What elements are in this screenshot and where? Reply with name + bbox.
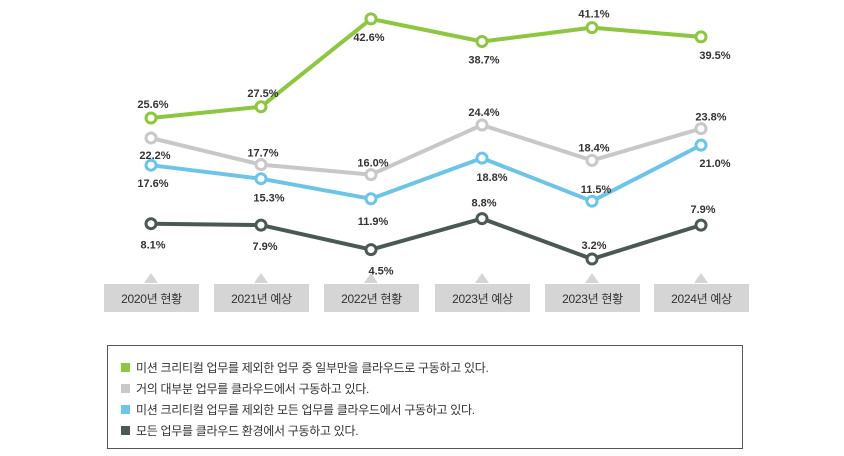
data-point xyxy=(585,21,599,35)
data-point xyxy=(254,158,268,172)
data-label: 15.3% xyxy=(253,193,284,205)
series-group: 25.6% 27.5% 42.6% 38.7% 41.1% 39.5% xyxy=(137,9,731,125)
x-tick-label: 2023년 예상 xyxy=(435,284,530,312)
category-pointer xyxy=(364,273,378,283)
data-label: 8.1% xyxy=(140,240,165,252)
data-point xyxy=(364,12,378,26)
legend-item: 모든 업무를 클라우드 환경에서 구동하고 있다. xyxy=(121,420,742,441)
series-line xyxy=(150,123,702,177)
series-group: 17.6% 15.3% 11.9% 18.8% 11.5% 21.0% xyxy=(137,138,731,228)
data-point xyxy=(254,172,268,186)
data-label: 41.1% xyxy=(578,9,609,21)
data-label: 18.8% xyxy=(476,172,507,184)
legend-label: 거의 대부분 업무를 클라우드에서 구동하고 있다. xyxy=(136,382,370,396)
data-label: 17.7% xyxy=(247,148,278,160)
category-pointer xyxy=(254,273,268,283)
data-label: 17.6% xyxy=(137,178,168,190)
data-point xyxy=(475,118,489,132)
x-tick-label: 2022년 현황 xyxy=(324,284,419,312)
category-pointer xyxy=(694,273,708,283)
x-tick-label: 2021년 예상 xyxy=(214,284,309,312)
legend-item: 미션 크리티컬 업무를 제외한 업무 중 일부만을 클라우드로 구동하고 있다. xyxy=(121,357,742,378)
data-point xyxy=(364,243,378,257)
data-label: 21.0% xyxy=(699,158,730,170)
data-point xyxy=(694,122,708,136)
legend-item: 거의 대부분 업무를 클라우드에서 구동하고 있다. xyxy=(121,378,742,399)
data-point xyxy=(585,252,599,266)
x-tick-label: 2023년 현황 xyxy=(545,284,640,312)
legend-swatch xyxy=(121,384,130,393)
series-group: 8.1% 7.9%4.5%8.8%3.2%7.9% xyxy=(140,198,715,278)
data-label: 42.6% xyxy=(353,32,384,44)
legend-item: 미션 크리티컬 업무를 제외한 모든 업무를 클라우드에서 구동하고 있다. xyxy=(121,399,742,420)
data-point xyxy=(694,30,708,44)
data-label: 7.9% xyxy=(690,204,715,216)
data-label: 7.9% xyxy=(252,241,277,253)
legend-label: 미션 크리티컬 업무를 제외한 모든 업무를 클라우드에서 구동하고 있다. xyxy=(136,403,475,417)
series-line xyxy=(150,16,702,120)
data-point xyxy=(585,194,599,208)
legend-label: 미션 크리티컬 업무를 제외한 업무 중 일부만을 클라우드로 구동하고 있다. xyxy=(136,361,489,375)
data-point xyxy=(475,212,489,226)
legend-swatch xyxy=(121,405,130,414)
data-point xyxy=(475,35,489,48)
legend-label: 모든 업무를 클라우드 환경에서 구동하고 있다. xyxy=(136,424,359,438)
legend: 미션 크리티컬 업무를 제외한 업무 중 일부만을 클라우드로 구동하고 있다.… xyxy=(107,345,743,449)
category-pointer xyxy=(585,273,599,283)
data-point xyxy=(144,111,158,125)
data-label: 23.8% xyxy=(695,112,726,124)
data-label: 18.4% xyxy=(578,142,609,154)
data-label: 3.2% xyxy=(581,240,606,252)
series-group: 22.2% 17.7% 16.0% 24.4% 18.4% 23.8% xyxy=(139,107,727,182)
data-label: 16.0% xyxy=(357,158,388,170)
x-tick-label: 2020년 현황 xyxy=(104,284,199,312)
data-label: 38.7% xyxy=(468,55,499,67)
data-point xyxy=(475,151,489,165)
data-label: 11.9% xyxy=(358,216,389,228)
data-label: 24.4% xyxy=(468,107,499,119)
data-point xyxy=(144,158,158,172)
category-pointer xyxy=(475,273,489,283)
data-point xyxy=(585,153,599,167)
series-line xyxy=(150,143,702,204)
category-pointer xyxy=(144,273,158,283)
x-tick-label: 2024년 예상 xyxy=(654,284,749,312)
data-label: 8.8% xyxy=(471,198,496,210)
legend-swatch xyxy=(121,363,130,372)
data-point xyxy=(254,100,268,114)
data-point xyxy=(364,168,378,182)
data-label: 27.5% xyxy=(247,88,278,100)
data-point xyxy=(254,218,268,232)
data-point xyxy=(144,217,158,231)
data-point xyxy=(364,192,378,206)
series-line xyxy=(150,216,702,261)
data-point xyxy=(144,131,158,145)
data-point xyxy=(694,138,708,152)
data-label: 11.5% xyxy=(581,184,612,196)
data-label: 25.6% xyxy=(137,99,168,111)
data-point xyxy=(694,218,708,232)
legend-swatch xyxy=(121,426,130,435)
data-label: 22.2% xyxy=(139,150,170,162)
data-label: 39.5% xyxy=(699,50,730,62)
